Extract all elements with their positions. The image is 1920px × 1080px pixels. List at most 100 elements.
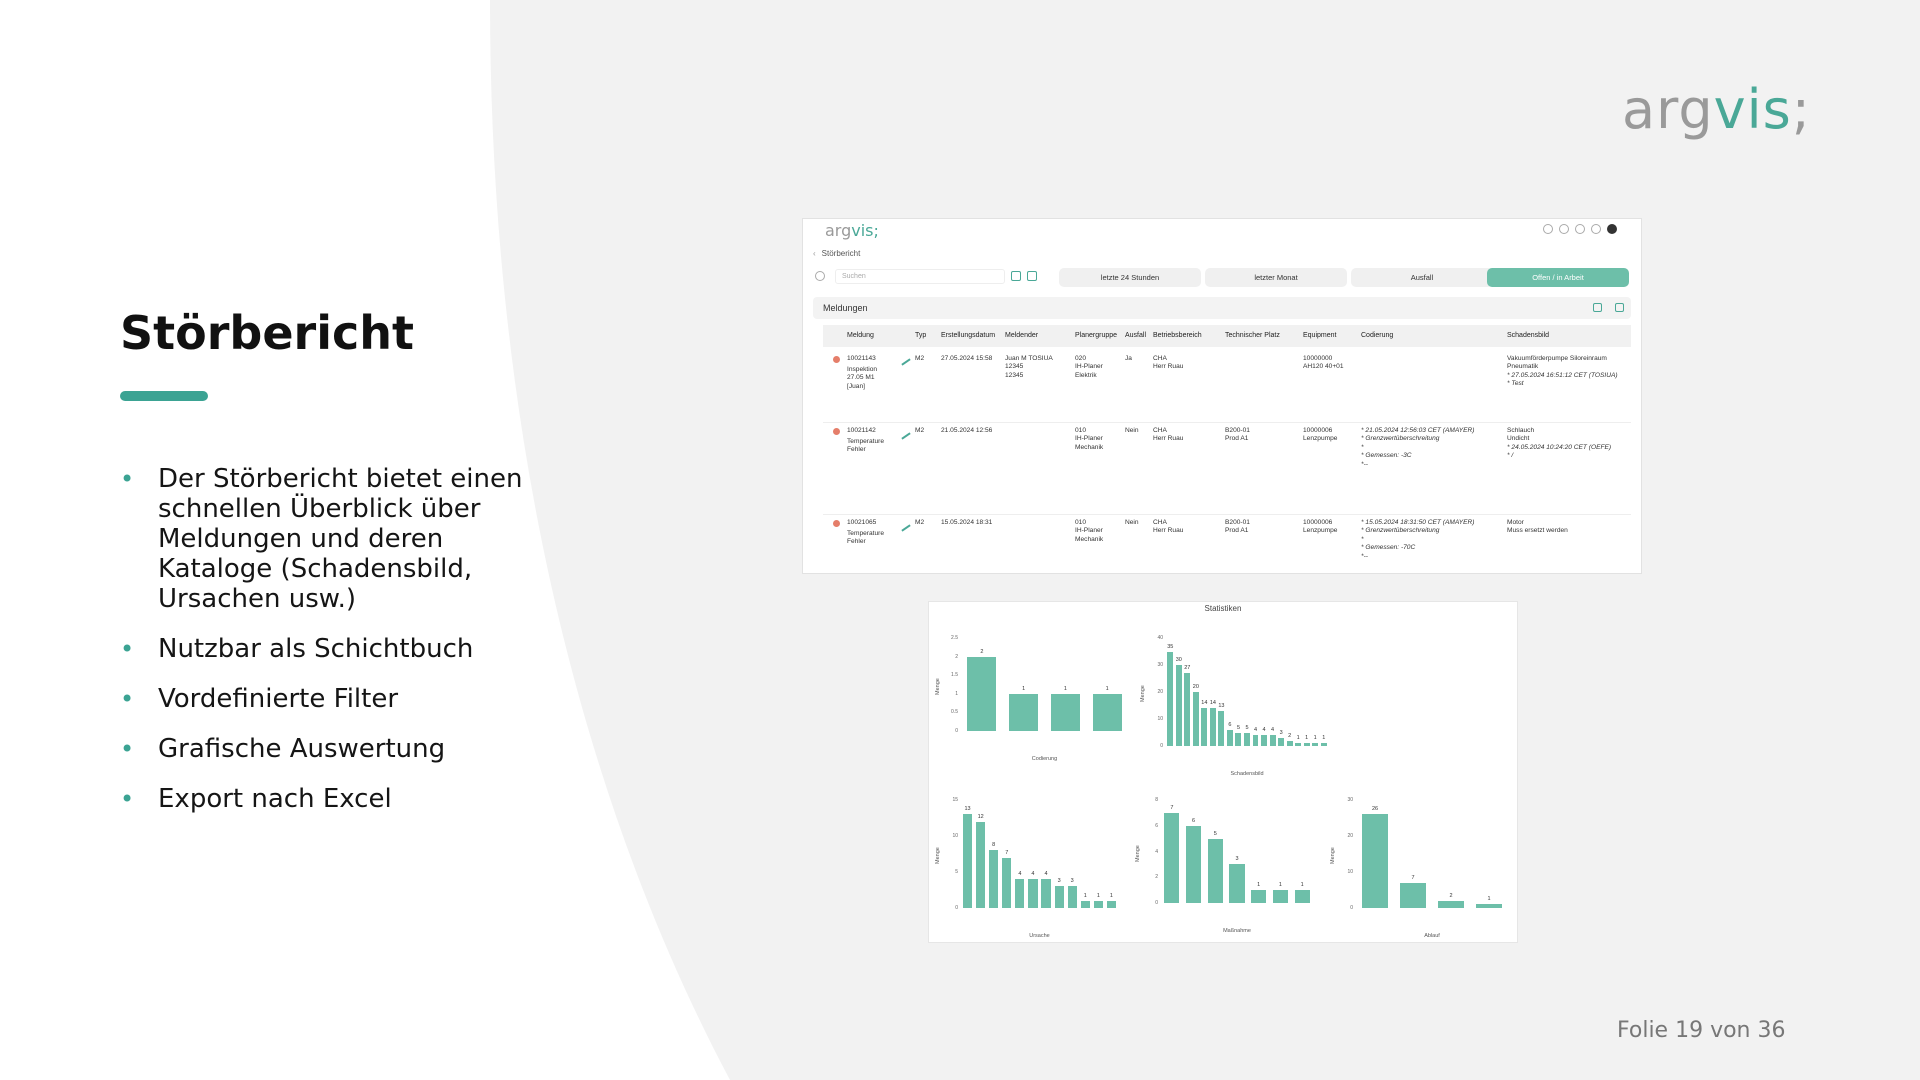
filter-icon[interactable] — [1011, 271, 1021, 281]
chart-bar[interactable] — [1185, 825, 1202, 903]
chat-icon[interactable] — [1575, 224, 1585, 234]
col-header[interactable]: Planergruppe — [1075, 332, 1118, 339]
chart-bar[interactable] — [1437, 900, 1465, 908]
avatar-icon[interactable] — [1607, 224, 1617, 234]
chart-bar[interactable] — [1475, 904, 1503, 908]
chart-bar-label: 12 — [977, 813, 984, 820]
filter-clear-icon[interactable] — [1027, 271, 1037, 281]
chart-bar-label: 1 — [1313, 735, 1317, 742]
edit-icon[interactable] — [901, 524, 911, 532]
filter-ausfall[interactable]: Ausfall — [1351, 268, 1493, 287]
chart-bar[interactable] — [1235, 732, 1242, 746]
help-icon[interactable] — [1559, 224, 1569, 234]
chart-ytick: 15 — [952, 797, 958, 803]
chart-icon[interactable] — [1593, 303, 1602, 312]
chart-bar[interactable] — [1106, 900, 1117, 908]
table-row[interactable]: 10021143 Inspektion 27.05 M1 [Juan] M2 2… — [823, 351, 1631, 423]
col-header[interactable]: Ausfall — [1125, 332, 1147, 339]
breadcrumb: ‹ Störbericht — [813, 249, 861, 258]
chart-bar[interactable] — [1399, 882, 1427, 908]
chart-ytick: 20 — [1157, 689, 1163, 695]
chart-bar[interactable] — [1218, 710, 1225, 746]
filter-open-in-progress[interactable]: Offen / in Arbeit — [1487, 268, 1629, 287]
table-row[interactable]: 10021065 Temperature Fehler M2 15.05.202… — [823, 517, 1631, 573]
chart-bar[interactable] — [962, 814, 973, 908]
chart-bar[interactable] — [1164, 812, 1180, 903]
chart-bar[interactable] — [1002, 857, 1012, 908]
chart-bar[interactable] — [1201, 708, 1208, 746]
excel-export-icon[interactable] — [1615, 303, 1624, 312]
chart-bar[interactable] — [967, 656, 997, 731]
chart-bar[interactable] — [1207, 838, 1223, 903]
chart-bar-label: 8 — [992, 842, 996, 849]
chart-bar[interactable] — [1226, 729, 1233, 746]
stoerbericht-screenshot: argvis; ‹ Störbericht Suchen letzte 24 St… — [802, 218, 1642, 574]
filter-last-month[interactable]: letzter Monat — [1205, 268, 1347, 287]
chart-bar[interactable] — [1080, 900, 1090, 908]
chart-bar[interactable] — [976, 821, 986, 908]
search-input[interactable]: Suchen — [835, 269, 1005, 284]
edit-icon[interactable] — [901, 358, 911, 366]
chart-bar[interactable] — [1269, 735, 1276, 746]
chart-bar[interactable] — [1272, 890, 1289, 903]
chart-bar[interactable] — [1067, 886, 1077, 908]
col-header[interactable]: Meldender — [1005, 332, 1039, 339]
chart-bar[interactable] — [1252, 735, 1259, 746]
send-icon[interactable] — [1591, 224, 1601, 234]
chart-bar[interactable] — [989, 850, 999, 908]
chart-bar-label: 3 — [1057, 878, 1061, 885]
chart-bar[interactable] — [1294, 890, 1310, 903]
chart-bar[interactable] — [1244, 732, 1250, 746]
chart-xlabel: Ursache — [1029, 933, 1050, 939]
chart-bar[interactable] — [1361, 814, 1389, 908]
chart-ytick: 20 — [1347, 833, 1353, 839]
chart-bar[interactable] — [1028, 879, 1038, 908]
chart-ytick: 10 — [1157, 716, 1163, 722]
refresh-icon[interactable] — [815, 271, 825, 281]
col-header[interactable]: Schadensbild — [1507, 332, 1550, 339]
status-dot-icon — [833, 356, 840, 363]
chart-bar[interactable] — [1015, 879, 1025, 908]
chart-bar[interactable] — [1167, 651, 1174, 746]
chart-codierung: Menge 2.5 2 1.5 1 0.5 0 2 1 1 1 Codierung — [929, 630, 1134, 765]
chart-bar[interactable] — [1184, 673, 1191, 746]
col-header[interactable]: Erstellungsdatum — [941, 332, 996, 339]
chart-bar[interactable] — [1229, 864, 1245, 903]
chart-bar[interactable] — [1278, 737, 1285, 746]
col-header[interactable]: Technischer Platz — [1225, 332, 1280, 339]
table-row[interactable]: 10021142 Temperature Fehler M2 21.05.202… — [823, 425, 1631, 515]
chart-bar[interactable] — [1209, 708, 1216, 746]
filter-last-24h[interactable]: letzte 24 Stunden — [1059, 268, 1201, 287]
col-header[interactable]: Codierung — [1361, 332, 1394, 339]
chart-ytick: 30 — [1157, 662, 1163, 668]
back-icon[interactable]: ‹ — [813, 249, 816, 258]
chart-bar[interactable] — [1092, 693, 1122, 731]
chart-bar[interactable] — [1312, 743, 1319, 746]
edit-icon[interactable] — [901, 432, 911, 440]
chart-bar[interactable] — [1286, 740, 1293, 746]
chart-bar[interactable] — [1261, 735, 1268, 746]
chart-bar-label: 1 — [1296, 735, 1300, 742]
chart-bar[interactable] — [1251, 890, 1267, 903]
chart-bar[interactable] — [1093, 900, 1103, 908]
bell-icon[interactable] — [1543, 224, 1553, 234]
chart-bar-label: 6 — [1192, 817, 1196, 824]
chart-bar[interactable] — [1175, 665, 1182, 746]
slide-title: Störbericht — [120, 306, 414, 360]
chart-ytick: 4 — [1155, 848, 1158, 855]
chart-bar[interactable] — [1192, 692, 1199, 746]
chart-bar[interactable] — [1054, 886, 1064, 908]
col-header[interactable]: Equipment — [1303, 332, 1337, 339]
col-header[interactable]: Betriebsbereich — [1153, 332, 1202, 339]
chart-bar[interactable] — [1009, 693, 1039, 731]
chart-bar[interactable] — [1050, 693, 1080, 731]
status-dot-icon — [833, 428, 840, 435]
chart-bar[interactable] — [1295, 743, 1302, 746]
col-header[interactable]: Typ — [915, 332, 927, 339]
chart-bar[interactable] — [1303, 743, 1310, 746]
chart-bar[interactable] — [1320, 743, 1327, 746]
app-header: argvis; — [803, 219, 1641, 241]
chart-bar[interactable] — [1041, 879, 1051, 908]
chart-ytick: 10 — [1347, 869, 1353, 875]
col-header[interactable]: Meldung — [847, 332, 874, 339]
